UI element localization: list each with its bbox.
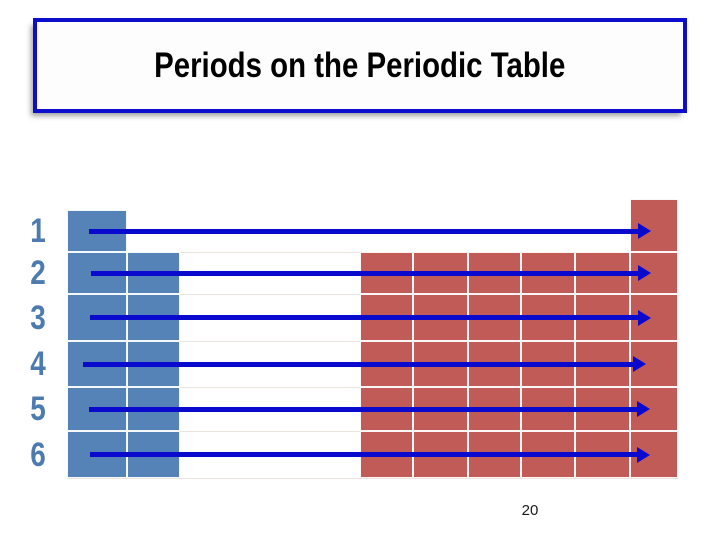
period-label: 5 (30, 390, 46, 428)
period-arrow-line (90, 452, 638, 457)
period-arrow-head-icon (638, 310, 651, 326)
period-label: 4 (30, 345, 46, 383)
period-arrow-line (90, 315, 639, 320)
period-arrow-line (89, 229, 639, 234)
period-arrow-line (89, 407, 638, 412)
period-label: 6 (30, 436, 46, 474)
period-arrow-head-icon (637, 447, 650, 463)
period-arrow-head-icon (638, 265, 651, 281)
slide-title: Periods on the Periodic Table (154, 45, 566, 85)
period-label: 3 (30, 299, 46, 337)
period-label: 2 (30, 254, 46, 292)
period-label: 1 (30, 212, 46, 250)
period-arrow-head-icon (633, 356, 646, 372)
period-arrow-line (83, 362, 634, 367)
period-arrow-line (91, 271, 639, 276)
period-arrow-head-icon (638, 223, 651, 239)
period-arrow-head-icon (637, 401, 650, 417)
row-separator-line (67, 478, 678, 479)
p-block-cell (630, 431, 678, 478)
page-number: 20 (521, 502, 539, 519)
title-box: Periods on the Periodic Table (33, 18, 687, 113)
